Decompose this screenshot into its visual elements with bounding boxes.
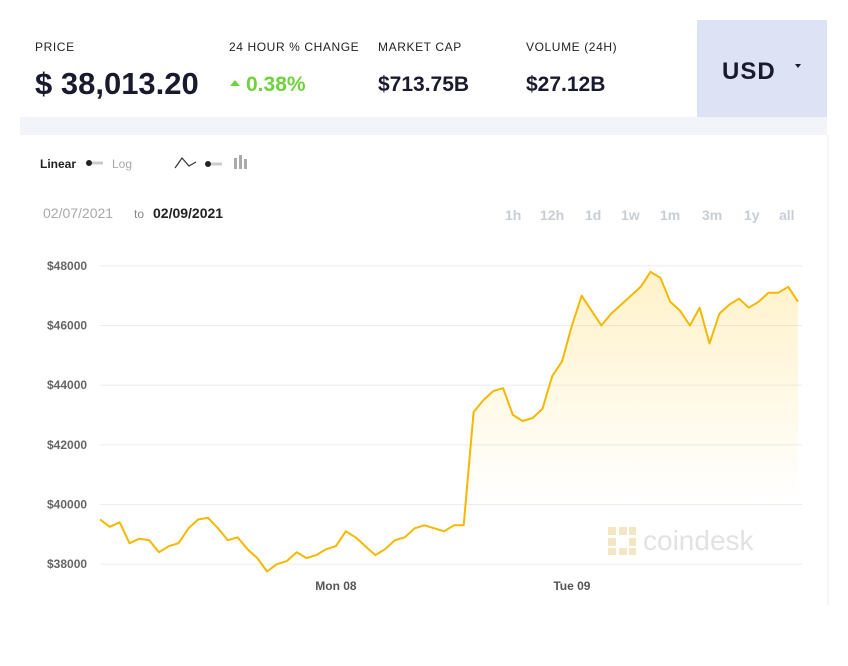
range-button[interactable]: all [779, 207, 795, 223]
y-tick-label: $48000 [47, 259, 87, 273]
currency[interactable]: USD [722, 58, 776, 85]
date-from[interactable]: 02/07/2021 [43, 205, 114, 221]
line-icon[interactable] [174, 157, 222, 169]
scale-linear[interactable]: Linear [40, 157, 77, 171]
change: 0.38% [246, 73, 306, 96]
range-button[interactable]: 1y [744, 207, 760, 223]
date-sep: to [134, 207, 145, 221]
stat-label: 24 HOUR % CHANGE [229, 40, 360, 54]
range-button[interactable]: 1m [660, 207, 681, 223]
range-button[interactable]: 1w [621, 207, 640, 223]
stat-label: VOLUME (24H) [526, 40, 618, 54]
x-tick-label: Mon 08 [315, 579, 357, 593]
up-arrow [230, 80, 240, 86]
date-to[interactable]: 02/09/2021 [153, 205, 224, 221]
x-tick-label: Tue 09 [553, 579, 590, 593]
stat-label: PRICE [35, 40, 75, 54]
y-tick-label: $46000 [47, 319, 87, 333]
volume: $27.12B [526, 73, 606, 96]
range-button[interactable]: 1h [505, 207, 522, 223]
y-tick-label: $40000 [47, 497, 87, 511]
y-tick-label: $44000 [47, 378, 87, 392]
market-cap: $713.75B [378, 73, 470, 96]
price-line [99, 270, 799, 573]
stat-label: MARKET CAP [378, 40, 462, 54]
candle-icon[interactable] [234, 155, 247, 169]
y-tick-label: $42000 [47, 438, 87, 452]
range-button[interactable]: 1d [585, 207, 602, 223]
dropdown-caret[interactable] [795, 64, 801, 68]
scale-log[interactable]: Log [112, 157, 133, 171]
y-tick-label: $38000 [47, 557, 87, 571]
range-button[interactable]: 12h [540, 207, 565, 223]
separator-band [20, 117, 827, 135]
scale-toggle[interactable] [86, 160, 103, 166]
range-button[interactable]: 3m [702, 207, 723, 223]
price: $ 38,013.20 [35, 66, 199, 101]
area-fill [100, 271, 798, 579]
currency-box [697, 20, 827, 117]
